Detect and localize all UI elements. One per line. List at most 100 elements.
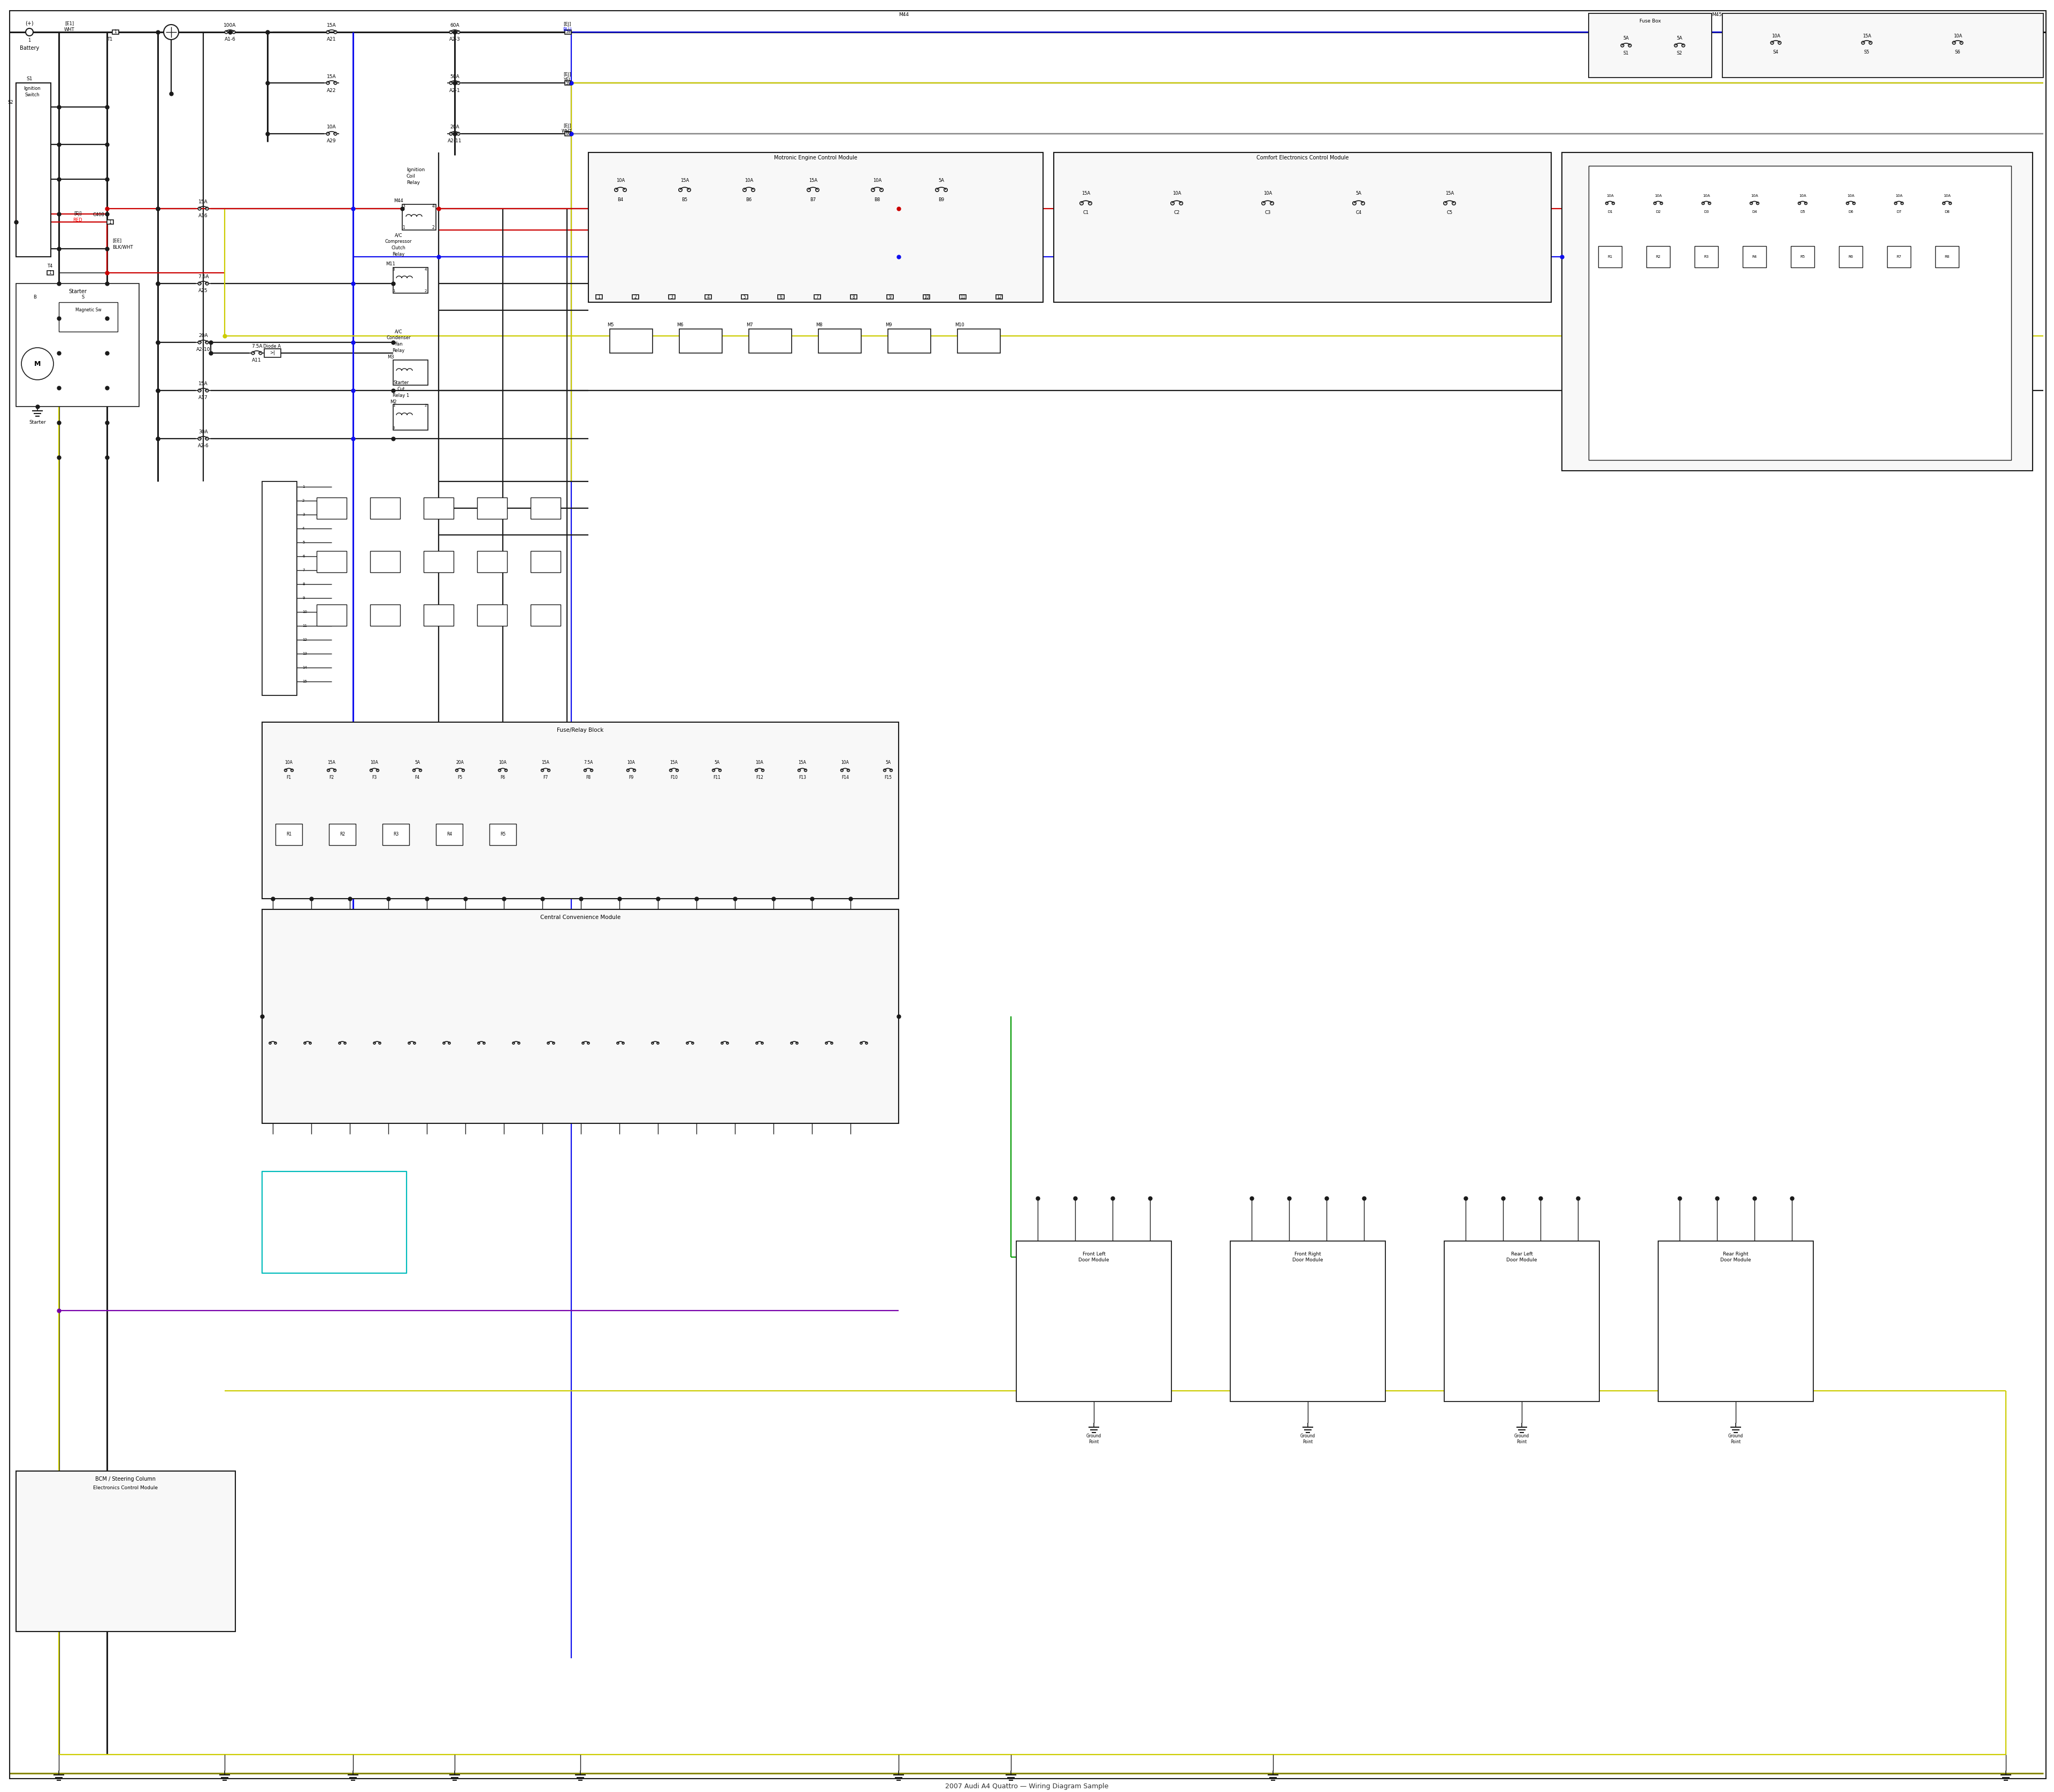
Text: 15A: 15A bbox=[542, 760, 550, 765]
Circle shape bbox=[25, 29, 33, 36]
Circle shape bbox=[616, 1041, 618, 1045]
Text: 1: 1 bbox=[392, 289, 394, 292]
Circle shape bbox=[259, 351, 263, 355]
Text: C3: C3 bbox=[1265, 210, 1271, 215]
Circle shape bbox=[1629, 45, 1631, 47]
Circle shape bbox=[840, 769, 844, 772]
Circle shape bbox=[633, 769, 635, 772]
Text: 59: 59 bbox=[565, 30, 571, 34]
Text: 10A: 10A bbox=[842, 760, 848, 765]
Text: F4: F4 bbox=[415, 776, 419, 780]
Text: 2: 2 bbox=[635, 294, 637, 299]
Bar bbox=[741, 294, 748, 299]
Bar bbox=[382, 824, 409, 846]
Text: M8: M8 bbox=[815, 323, 822, 328]
Text: 10A: 10A bbox=[744, 177, 754, 183]
Text: S5: S5 bbox=[1863, 50, 1869, 54]
Circle shape bbox=[815, 188, 820, 192]
Text: 60A: 60A bbox=[450, 23, 460, 29]
Bar bbox=[392, 405, 427, 430]
Circle shape bbox=[651, 1041, 653, 1045]
Circle shape bbox=[1612, 202, 1614, 204]
Text: 10A: 10A bbox=[1656, 194, 1662, 197]
Circle shape bbox=[583, 769, 587, 772]
Text: Magnetic Sw: Magnetic Sw bbox=[76, 308, 101, 312]
Text: B5: B5 bbox=[682, 197, 688, 202]
Text: Fuse/Relay Block: Fuse/Relay Block bbox=[557, 728, 604, 733]
Text: F2: F2 bbox=[329, 776, 335, 780]
Text: [EJ]: [EJ] bbox=[563, 72, 571, 77]
Text: [EJ]: [EJ] bbox=[74, 211, 82, 217]
Circle shape bbox=[540, 769, 544, 772]
Text: C5: C5 bbox=[1446, 210, 1452, 215]
Circle shape bbox=[164, 25, 179, 39]
Text: T4: T4 bbox=[47, 263, 53, 269]
Text: Ground
Point: Ground Point bbox=[1514, 1434, 1530, 1444]
Text: 15A: 15A bbox=[680, 177, 688, 183]
Circle shape bbox=[553, 1041, 555, 1045]
Circle shape bbox=[269, 1041, 271, 1045]
Text: 1: 1 bbox=[598, 294, 600, 299]
Text: 1: 1 bbox=[29, 38, 31, 43]
Text: F3: F3 bbox=[372, 776, 376, 780]
Bar bbox=[1588, 167, 2011, 461]
Bar bbox=[265, 349, 281, 357]
Bar bbox=[423, 498, 454, 520]
Circle shape bbox=[830, 1041, 832, 1045]
Circle shape bbox=[614, 188, 618, 192]
Bar bbox=[1561, 152, 2033, 471]
Text: 15A: 15A bbox=[327, 23, 337, 29]
Text: 6: 6 bbox=[781, 294, 783, 299]
Circle shape bbox=[413, 769, 415, 772]
Circle shape bbox=[791, 1041, 793, 1045]
Circle shape bbox=[1847, 202, 1849, 204]
Bar bbox=[670, 294, 676, 299]
Circle shape bbox=[456, 30, 460, 34]
Text: 8: 8 bbox=[852, 294, 854, 299]
Text: 1: 1 bbox=[392, 403, 394, 407]
Text: F10: F10 bbox=[670, 776, 678, 780]
Circle shape bbox=[1703, 202, 1705, 204]
Text: F8: F8 bbox=[585, 776, 592, 780]
Text: 9: 9 bbox=[302, 597, 304, 600]
Text: D4: D4 bbox=[1752, 210, 1756, 213]
Text: M3: M3 bbox=[386, 355, 394, 360]
Circle shape bbox=[865, 1041, 867, 1045]
Circle shape bbox=[275, 1041, 277, 1045]
Bar bbox=[680, 330, 723, 353]
Text: F5: F5 bbox=[458, 776, 462, 780]
Circle shape bbox=[327, 30, 329, 34]
Circle shape bbox=[518, 1041, 520, 1045]
Text: A2-6: A2-6 bbox=[197, 444, 210, 448]
Text: B8: B8 bbox=[875, 197, 881, 202]
Text: 4: 4 bbox=[431, 204, 433, 210]
Text: M10: M10 bbox=[955, 323, 963, 328]
Text: 7.5A: 7.5A bbox=[583, 760, 594, 765]
Circle shape bbox=[548, 769, 550, 772]
Bar bbox=[530, 550, 561, 572]
Text: BLU: BLU bbox=[563, 27, 571, 32]
Bar bbox=[316, 550, 347, 572]
Text: A11: A11 bbox=[253, 358, 261, 364]
Circle shape bbox=[686, 1041, 688, 1045]
Bar bbox=[1588, 13, 1711, 77]
Text: M6: M6 bbox=[676, 323, 684, 328]
Text: 10A: 10A bbox=[1606, 194, 1614, 197]
Circle shape bbox=[719, 769, 721, 772]
Text: 5A: 5A bbox=[1676, 36, 1682, 41]
Circle shape bbox=[622, 1041, 624, 1045]
Bar bbox=[817, 330, 861, 353]
Text: M44: M44 bbox=[900, 13, 908, 18]
Text: 10: 10 bbox=[302, 611, 306, 613]
Text: B7: B7 bbox=[809, 197, 815, 202]
Text: R2: R2 bbox=[1656, 254, 1660, 258]
Bar bbox=[16, 82, 51, 256]
Circle shape bbox=[1861, 41, 1865, 45]
Circle shape bbox=[1771, 41, 1773, 45]
Text: R4: R4 bbox=[1752, 254, 1756, 258]
Text: Front Right
Door Module: Front Right Door Module bbox=[1292, 1253, 1323, 1262]
Text: D7: D7 bbox=[1896, 210, 1902, 213]
Text: 5: 5 bbox=[302, 541, 304, 545]
Circle shape bbox=[205, 340, 210, 344]
Circle shape bbox=[343, 1041, 345, 1045]
